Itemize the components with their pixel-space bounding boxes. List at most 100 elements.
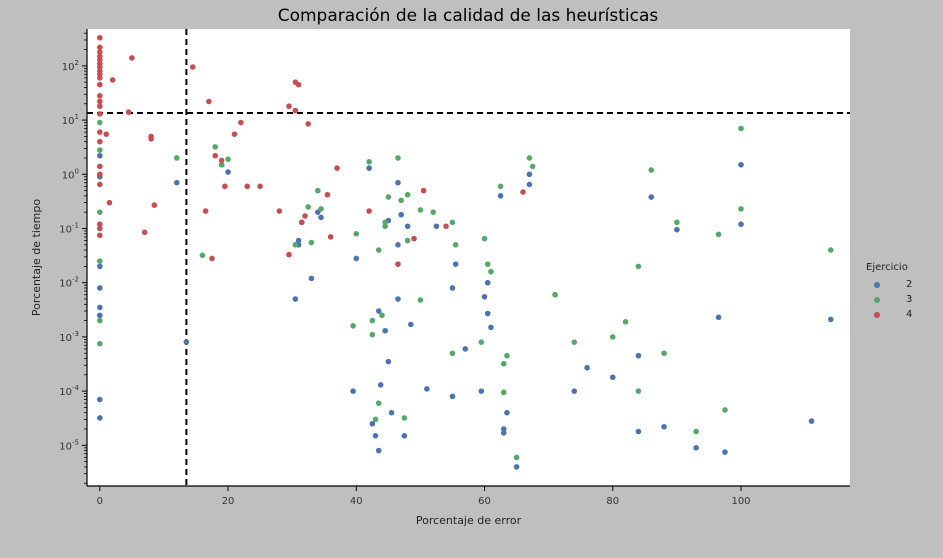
data-point — [443, 223, 449, 230]
data-point — [97, 64, 103, 70]
data-point — [433, 223, 440, 230]
data-point — [526, 181, 533, 188]
y-tick-label: 10-2 — [59, 276, 79, 290]
data-point — [417, 207, 424, 213]
data-point — [206, 98, 212, 105]
legend-item-2: 2 — [866, 277, 912, 292]
data-point — [395, 296, 401, 302]
data-point — [738, 125, 744, 132]
data-point — [286, 251, 292, 258]
data-point — [715, 231, 722, 238]
x-tick-label: 0 — [97, 496, 103, 507]
data-point — [395, 179, 401, 186]
data-point — [183, 339, 190, 345]
data-point — [257, 183, 263, 190]
data-point — [97, 147, 103, 153]
data-point — [481, 235, 488, 242]
data-point — [199, 252, 206, 259]
data-point — [382, 219, 388, 226]
data-point — [526, 171, 533, 178]
data-point — [571, 388, 578, 394]
data-point — [97, 312, 103, 319]
y-tick-label: 10-1 — [59, 221, 79, 235]
data-point — [292, 242, 299, 248]
y-tick-label: 102 — [62, 59, 79, 73]
data-point — [375, 308, 382, 314]
legend-label: 3 — [906, 294, 913, 305]
data-point — [231, 131, 238, 137]
data-point — [97, 340, 103, 347]
legend-marker — [874, 311, 880, 318]
data-point — [449, 285, 456, 291]
data-point — [526, 155, 533, 161]
data-point — [609, 334, 616, 340]
data-point — [529, 163, 536, 170]
data-point — [97, 111, 103, 117]
data-point — [808, 418, 815, 424]
data-point — [693, 428, 699, 435]
data-point — [141, 229, 148, 236]
y-tick-label: 10-4 — [59, 384, 79, 398]
data-point — [97, 152, 103, 159]
data-point — [366, 208, 372, 214]
data-point — [308, 239, 315, 246]
data-point — [97, 415, 103, 421]
data-point — [97, 285, 103, 291]
legend-item-3: 3 — [866, 292, 912, 307]
data-point — [366, 165, 372, 171]
legend: Ejercicio 2 3 4 — [866, 262, 912, 322]
data-point — [103, 131, 110, 137]
data-point — [97, 396, 103, 403]
data-point — [674, 219, 680, 226]
data-point — [674, 226, 680, 233]
data-point — [500, 430, 507, 436]
data-point — [398, 211, 404, 218]
data-point — [305, 204, 312, 210]
x-tick-label: 80 — [606, 496, 619, 507]
data-point — [129, 55, 135, 61]
data-point — [722, 407, 728, 413]
data-point — [449, 219, 456, 226]
data-point — [375, 400, 382, 406]
y-tick-label: 101 — [62, 113, 79, 127]
data-point — [513, 464, 520, 470]
data-point — [318, 214, 324, 221]
data-point — [738, 221, 744, 228]
data-point — [484, 279, 491, 286]
data-point — [571, 339, 578, 345]
data-point — [369, 331, 376, 338]
data-point — [324, 191, 331, 198]
data-point — [722, 449, 728, 455]
data-point — [827, 316, 834, 323]
data-point — [212, 144, 219, 150]
data-point — [385, 358, 392, 365]
data-point — [404, 223, 411, 230]
data-point — [225, 156, 231, 162]
data-point — [504, 352, 510, 359]
data-point — [369, 420, 376, 427]
data-point — [97, 44, 103, 51]
data-point — [635, 263, 642, 270]
data-point — [648, 194, 655, 200]
data-point — [238, 119, 244, 126]
data-point — [401, 432, 408, 439]
data-point — [379, 312, 385, 319]
data-point — [292, 296, 299, 302]
data-point — [308, 275, 315, 282]
data-point — [497, 193, 504, 199]
x-tick-label: 40 — [350, 496, 363, 507]
y-tick-label: 10-3 — [59, 330, 79, 344]
data-point — [635, 428, 642, 435]
data-point — [97, 221, 103, 228]
data-point — [622, 319, 629, 325]
data-point — [375, 447, 382, 454]
data-point — [661, 350, 667, 357]
data-point — [97, 263, 103, 270]
data-point — [97, 103, 103, 110]
data-point — [97, 225, 103, 232]
data-point — [218, 157, 225, 164]
data-point — [276, 208, 283, 214]
data-point — [484, 310, 491, 317]
data-point — [97, 209, 103, 215]
